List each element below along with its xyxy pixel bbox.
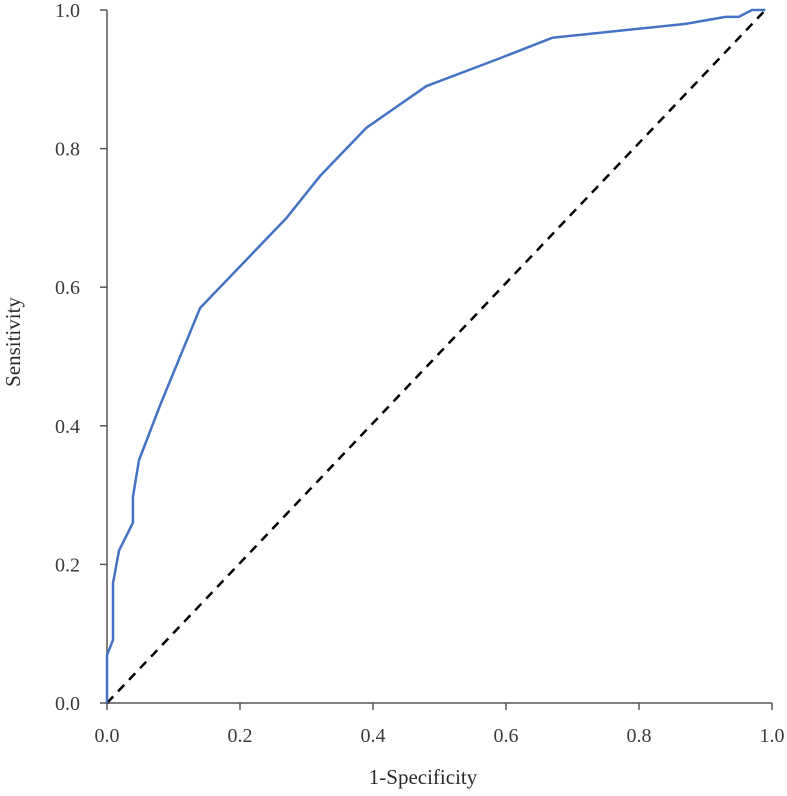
y-tick-label: 0.6 [55,277,80,299]
x-ticks: 0.0 0.2 0.4 0.6 0.8 1.0 [95,703,785,747]
y-tick-label: 0.0 [55,693,80,715]
axes: 0.0 0.2 0.4 0.6 0.8 1.0 0.0 0.2 0.4 0.6 0.8 1.0 [55,0,785,747]
x-axis-title: 1-Specificity [369,765,478,789]
roc-curve-line [105,8,766,703]
x-tick-label: 0.6 [494,725,519,747]
x-tick-label: 1.0 [760,725,785,747]
y-ticks: 0.0 0.2 0.4 0.6 0.8 1.0 [55,0,107,715]
y-tick-label: 0.4 [55,416,80,438]
x-tick-label: 0.0 [95,725,120,747]
series-layer [105,8,767,704]
reference-diagonal-line [106,9,767,704]
y-tick-label: 0.2 [55,554,80,576]
x-tick-label: 0.4 [361,725,386,747]
x-tick-label: 0.2 [228,725,253,747]
y-axis-title: Sensitivity [1,297,25,387]
y-tick-label: 1.0 [55,0,80,22]
y-tick-label: 0.8 [55,139,80,161]
x-tick-label: 0.8 [627,725,652,747]
